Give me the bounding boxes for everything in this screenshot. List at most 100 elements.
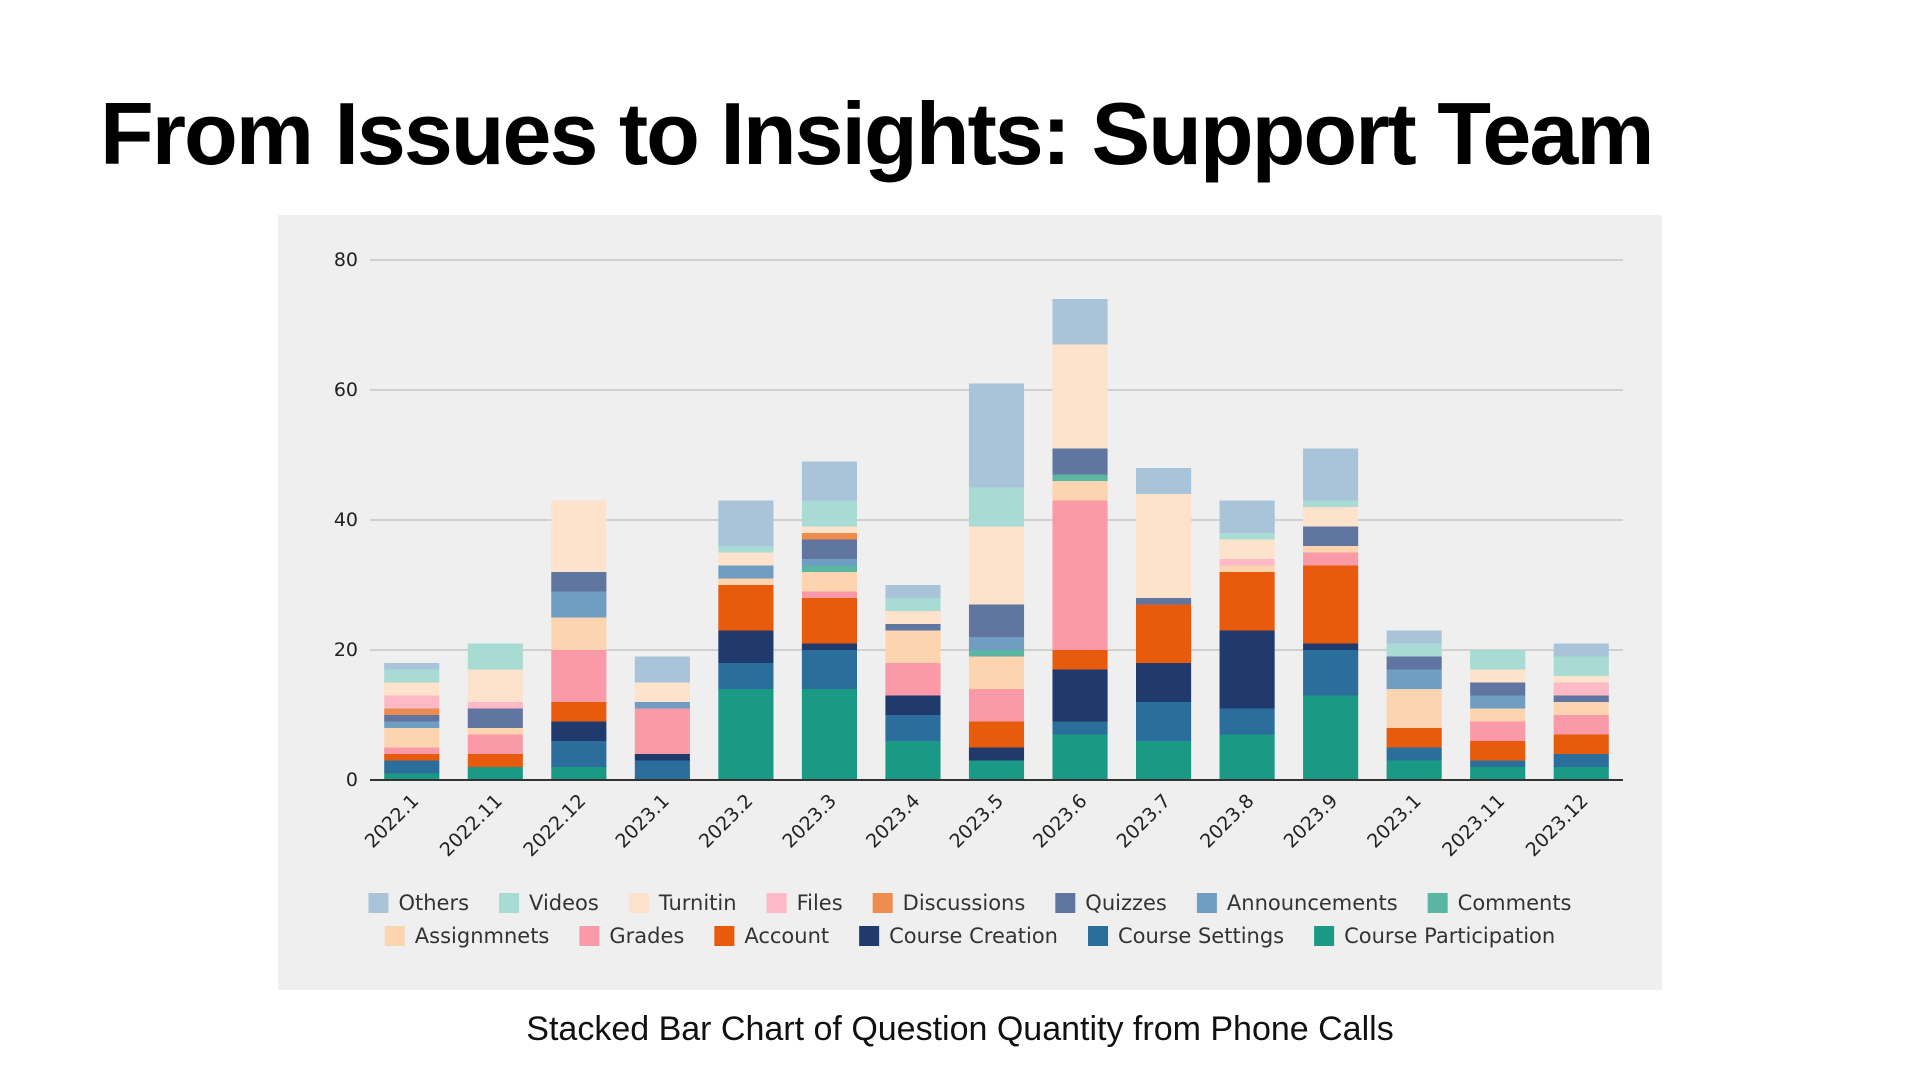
bar-segment-assignmnets: [551, 617, 607, 650]
bar-segment-others: [634, 656, 690, 683]
bar-segment-grades: [1052, 500, 1108, 650]
bar-segment-course-creation: [634, 754, 690, 761]
bar-segment-course-creation: [801, 643, 857, 650]
bar-segment-account: [1303, 565, 1359, 644]
x-tick-label: 2023.4: [862, 790, 925, 853]
y-tick-label: 60: [334, 379, 358, 401]
bar-segment-grades: [1303, 552, 1359, 566]
bar-segment-quizzes: [551, 572, 607, 592]
bar-segment-assignmnets: [1553, 702, 1609, 715]
bar-segment-assignmnets: [1303, 546, 1359, 553]
bar-segment-announcements: [801, 559, 857, 566]
bar-segment-course-participation: [467, 767, 523, 780]
legend-label: Announcements: [1227, 891, 1398, 915]
bar-stack-2023.7: [1136, 468, 1192, 780]
bar-segment-quizzes: [1470, 682, 1526, 696]
x-tick-label: 2023.2: [695, 790, 758, 853]
bar-segment-assignmnets: [718, 578, 774, 585]
bar-segment-account: [1386, 728, 1442, 748]
bar-segment-course-participation: [551, 767, 607, 780]
legend-swatch: [628, 893, 649, 913]
bar-segment-discussions: [384, 708, 440, 715]
legend-swatch: [714, 926, 735, 946]
legend-label: Comments: [1458, 891, 1572, 915]
bar-segment-files: [467, 702, 523, 709]
bar-segment-others: [885, 585, 941, 598]
bar-segment-turnitin: [718, 552, 774, 566]
bar-segment-course-creation: [1219, 630, 1275, 709]
bar-segment-assignmnets: [384, 728, 440, 748]
bar-segment-videos: [1470, 650, 1526, 670]
bar-segment-account: [1136, 604, 1192, 663]
bar-segment-course-participation: [1052, 734, 1108, 780]
bar-segment-course-settings: [1136, 702, 1192, 741]
bar-segment-account: [384, 754, 440, 761]
bar-segment-course-creation: [551, 721, 607, 741]
bar-segment-turnitin: [1136, 494, 1192, 598]
bar-segment-turnitin: [801, 526, 857, 533]
bar-segment-files: [384, 695, 440, 709]
legend-item-course-creation: Course Creation: [859, 924, 1058, 948]
legend-label: Videos: [529, 891, 599, 915]
bar-segment-turnitin: [1219, 539, 1275, 559]
bar-segment-course-settings: [1553, 754, 1609, 767]
bar-segment-grades: [968, 689, 1025, 722]
bar-stack-2023.11: [1470, 650, 1526, 780]
legend-swatch: [1087, 926, 1108, 946]
bar-segment-turnitin: [1303, 507, 1359, 527]
bar-segment-others: [718, 500, 774, 546]
legend-item-others: Others: [368, 891, 469, 915]
legend-label: Files: [797, 891, 843, 915]
slide-title: From Issues to Insights: Support Team: [100, 84, 1655, 183]
bar-segment-assignmnets: [968, 656, 1025, 689]
bar-segment-quizzes: [467, 708, 523, 728]
bar-segment-grades: [551, 650, 607, 702]
x-tick-label: 2022.11: [436, 790, 507, 861]
bar-segment-course-participation: [1386, 760, 1442, 780]
y-tick-label: 0: [346, 769, 358, 791]
bar-segment-account: [551, 702, 607, 722]
bar-segment-others: [801, 461, 857, 501]
legend-item-comments: Comments: [1427, 891, 1572, 915]
bar-segment-course-creation: [718, 630, 774, 663]
x-tick-label: 2023.5: [945, 790, 1008, 853]
legend-label: Account: [744, 924, 829, 948]
bar-segment-course-settings: [384, 760, 440, 774]
bar-stack-2023.12: [1553, 643, 1609, 780]
bar-segment-quizzes: [1303, 526, 1359, 546]
bar-segment-account: [968, 721, 1025, 748]
legend-swatch: [859, 926, 880, 946]
x-tick-label: 2023.3: [778, 790, 841, 853]
bar-segment-others: [1386, 630, 1442, 644]
chart-panel: 0 20 40 60 80 2022.1 2022.11 2022.12 2023.1 2023.…: [278, 215, 1662, 990]
legend-item-assignmnets: Assignmnets: [384, 924, 549, 948]
bar-segment-course-participation: [1553, 767, 1609, 780]
bar-segment-announcements: [968, 637, 1025, 650]
bar-stack-2023.9: [1303, 448, 1359, 780]
x-tick-label: 2022.1: [361, 790, 424, 853]
bar-segment-videos: [1219, 533, 1275, 540]
legend-label: Course Settings: [1118, 924, 1284, 948]
bar-segment-announcements: [1386, 669, 1442, 689]
legend: Others Videos Turnitin Files Discussions Quiz…: [368, 891, 1572, 948]
legend-swatch: [384, 926, 405, 946]
bar-segment-turnitin: [384, 682, 440, 696]
bar-segment-quizzes: [1136, 598, 1192, 605]
bar-segment-course-settings: [718, 663, 774, 689]
x-tick-label: 2023.6: [1029, 790, 1092, 853]
bar-segment-course-settings: [1219, 708, 1275, 735]
bar-segment-turnitin: [634, 682, 690, 702]
bar-segment-videos: [467, 643, 523, 670]
bar-segment-videos: [801, 500, 857, 527]
legend-item-videos: Videos: [499, 891, 599, 915]
y-tick-label: 40: [334, 509, 358, 531]
bars-layer: [384, 299, 1609, 780]
legend-swatch: [368, 893, 389, 913]
bar-segment-course-participation: [1219, 734, 1275, 780]
bar-stack-2023.8: [1219, 500, 1275, 780]
x-tick-label: 2022.12: [519, 790, 590, 861]
bar-segment-course-settings: [1303, 650, 1359, 696]
legend-swatch: [1427, 893, 1448, 913]
legend-swatch: [579, 926, 600, 946]
bar-segment-turnitin: [1052, 344, 1108, 449]
